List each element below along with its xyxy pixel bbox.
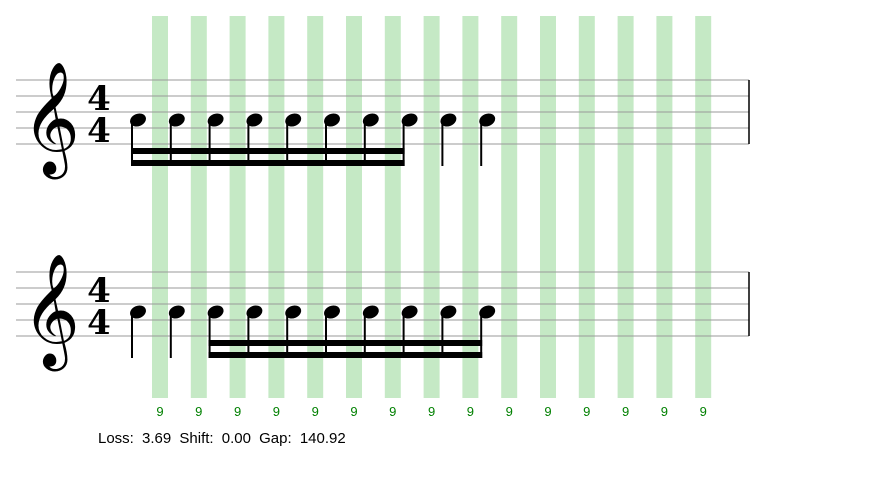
note-head — [324, 305, 340, 319]
beam-secondary — [131, 160, 405, 166]
note-head — [362, 113, 379, 127]
loss-label: Loss: — [98, 430, 134, 447]
note-head — [401, 113, 418, 127]
beat-band — [656, 16, 673, 398]
note-head — [130, 305, 146, 319]
note-head — [207, 305, 224, 319]
gap-value: 140.92 — [300, 430, 346, 447]
note-head — [168, 305, 185, 319]
beat-label: 9 — [234, 404, 241, 419]
beat-label: 9 — [350, 404, 357, 419]
beat-label: 9 — [506, 404, 513, 419]
note-head — [207, 113, 224, 127]
note-head — [168, 113, 185, 127]
beat-band — [617, 16, 634, 398]
beat-label: 9 — [312, 404, 319, 419]
note-head — [362, 305, 379, 319]
beat-label: 9 — [195, 404, 202, 419]
time-signature-numerator: 4 — [87, 271, 111, 311]
beat-band — [190, 16, 207, 398]
beam-primary — [131, 148, 405, 154]
time-signature-numerator: 4 — [87, 79, 111, 119]
beat-labels: 9 9 9 9 9 9 9 9 9 9 9 9 9 9 9 — [156, 404, 706, 419]
beat-band — [578, 16, 595, 398]
beat-label: 9 — [156, 404, 163, 419]
beat-label: 9 — [700, 404, 707, 419]
note-head — [285, 305, 302, 319]
note-head — [324, 113, 340, 127]
shift-value: 0.00 — [222, 430, 251, 447]
note-head — [440, 305, 457, 319]
treble-clef-icon: 𝄞 — [22, 61, 80, 180]
staff-2: 𝄞 44 — [16, 253, 750, 372]
time-signature-denominator: 4 — [87, 111, 111, 151]
beat-band — [152, 16, 168, 398]
note-head — [479, 305, 496, 319]
note-head — [401, 305, 418, 319]
treble-clef-icon: 𝄞 — [22, 253, 80, 372]
beat-label: 9 — [622, 404, 629, 419]
beat-label: 9 — [428, 404, 435, 419]
beat-band — [540, 16, 556, 398]
beat-band — [695, 16, 712, 398]
note-head — [285, 113, 302, 127]
staves: 𝄞 44𝄞 44 — [16, 61, 750, 372]
beam-secondary — [208, 352, 483, 358]
beat-label: 9 — [544, 404, 551, 419]
beat-band — [501, 16, 518, 398]
shift-label: Shift: — [179, 430, 213, 447]
note-head — [440, 113, 457, 127]
beat-label: 9 — [467, 404, 474, 419]
note-head — [479, 113, 496, 127]
beam-primary — [208, 340, 483, 346]
loss-value: 3.69 — [142, 430, 171, 447]
beat-label: 9 — [661, 404, 668, 419]
note-head — [246, 113, 263, 127]
beat-label: 9 — [273, 404, 280, 419]
loss-readout: Loss: 3.69 Shift: 0.00 Gap: 140.92 — [98, 430, 346, 447]
beat-label: 9 — [389, 404, 396, 419]
beat-label: 9 — [583, 404, 590, 419]
time-signature-denominator: 4 — [87, 303, 111, 343]
staff-1: 𝄞 44 — [16, 61, 750, 180]
note-head — [246, 305, 263, 319]
note-head — [130, 113, 146, 127]
gap-label: Gap: — [259, 430, 292, 447]
